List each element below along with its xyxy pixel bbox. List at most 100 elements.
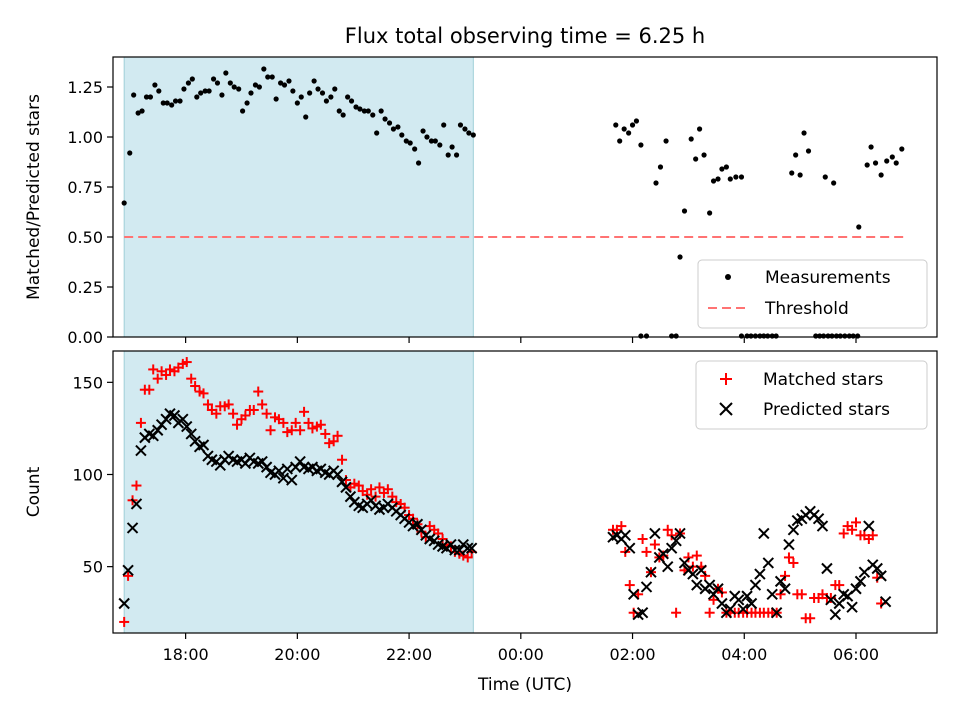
measurement-point xyxy=(621,126,627,132)
measurement-point xyxy=(820,333,827,339)
measurements-legend-label: Measurements xyxy=(765,268,891,288)
predicted-star-point xyxy=(687,568,699,580)
measurement-point xyxy=(789,170,795,176)
measurement-point xyxy=(298,94,304,100)
measurement-point xyxy=(248,90,254,96)
predicted-star-point xyxy=(331,468,344,481)
predicted-star-point xyxy=(160,413,172,425)
bottom-observing-window xyxy=(124,351,474,633)
measurement-point xyxy=(290,88,296,94)
matched-star-point xyxy=(152,373,163,384)
measurement-point xyxy=(707,210,713,216)
matched-star-point xyxy=(704,607,715,618)
measurement-point xyxy=(177,98,183,104)
measurement-point xyxy=(206,88,212,94)
predicted-star-point xyxy=(122,564,134,577)
measurement-point xyxy=(428,138,435,144)
predicted-star-point xyxy=(340,481,352,494)
bottom-legend: Matched stars Predicted stars xyxy=(695,360,928,430)
measurement-point xyxy=(893,160,899,166)
matched-star-point xyxy=(253,386,264,397)
measurement-point xyxy=(370,112,376,118)
measurement-point xyxy=(445,152,451,158)
measurement-point xyxy=(202,88,208,94)
y-tick-label: 50 xyxy=(83,558,103,577)
measurement-point xyxy=(701,152,707,158)
threshold-legend-label: Threshold xyxy=(764,299,849,319)
measurement-point xyxy=(340,112,346,118)
predicted-star-point xyxy=(812,513,825,525)
measurement-point xyxy=(638,142,644,148)
predicted-star-point xyxy=(126,522,139,534)
top-panel: 0.00 0.25 0.50 0.75 1.00 1.25 Matched/Predict… xyxy=(24,56,938,347)
x-tick-label: 22:00 xyxy=(386,645,432,664)
matched-star-point xyxy=(850,517,861,528)
measurement-point xyxy=(374,130,380,136)
y-tick-label: 0.50 xyxy=(67,228,103,247)
measurement-point xyxy=(147,94,154,100)
measurement-point xyxy=(884,158,890,164)
predicted-star-point xyxy=(846,601,858,613)
measurement-point xyxy=(653,180,659,186)
predicted-star-point xyxy=(445,538,457,551)
measurement-point xyxy=(139,108,145,114)
predicted-star-point xyxy=(636,607,649,619)
predicted-star-point xyxy=(645,566,657,578)
predicted-star-point xyxy=(754,568,766,580)
measurement-point xyxy=(294,100,300,106)
matched-star-point xyxy=(700,570,711,581)
measurement-point xyxy=(752,333,759,339)
predicted-star-point xyxy=(691,579,703,591)
matched-star-point xyxy=(637,534,648,544)
x-tick-label: 20:00 xyxy=(274,645,320,664)
top-axes-frame xyxy=(112,56,938,338)
matched-star-point xyxy=(691,550,702,561)
bottom-y-ticks: 50 100 150 xyxy=(72,373,113,577)
matched-star-point xyxy=(278,417,289,428)
matched-star-point xyxy=(303,417,314,428)
measurement-point xyxy=(723,164,729,170)
y-tick-label: 150 xyxy=(72,373,103,392)
predicted-legend-label: Predicted stars xyxy=(763,400,890,420)
measurement-point xyxy=(348,98,355,104)
measurement-point xyxy=(613,122,619,128)
matched-star-point xyxy=(290,417,301,428)
predicted-star-point xyxy=(453,544,466,556)
predicted-star-point xyxy=(758,527,770,540)
measurement-point xyxy=(878,172,884,178)
predicted-star-point xyxy=(277,472,290,484)
measurement-point xyxy=(424,134,430,140)
measurement-point xyxy=(382,116,388,122)
bottom-y-axis-label: Count xyxy=(24,466,44,517)
measurement-point xyxy=(801,130,807,136)
measurement-point xyxy=(407,140,413,146)
measurement-point xyxy=(152,82,158,88)
matched-star-point xyxy=(834,580,845,591)
measurement-point xyxy=(378,108,384,114)
measurement-point xyxy=(773,333,779,339)
measurement-point xyxy=(185,80,192,86)
measurement-point xyxy=(453,152,460,158)
measurement-point xyxy=(135,110,141,116)
matched-star-point xyxy=(847,524,858,535)
predicted-star-point xyxy=(821,562,833,575)
predicted-star-point xyxy=(462,542,474,554)
predicted-star-point xyxy=(774,575,787,588)
matched-star-point xyxy=(825,592,836,603)
matched-star-point xyxy=(382,484,393,495)
matched-star-point xyxy=(257,399,268,410)
x-tick-label: 00:00 xyxy=(498,645,544,664)
measurement-point xyxy=(432,138,438,144)
matched-star-point xyxy=(788,557,799,568)
measurement-point xyxy=(121,200,127,206)
matched-star-point xyxy=(198,388,209,399)
measurement-point xyxy=(365,108,371,114)
matched-star-point xyxy=(324,438,335,449)
predicted-star-point xyxy=(344,490,357,503)
predicted-star-point xyxy=(875,570,887,582)
predicted-star-point xyxy=(273,465,285,477)
measurement-point xyxy=(143,94,150,100)
predicted-star-point xyxy=(783,538,795,551)
predicted-star-point xyxy=(640,581,653,593)
measurement-point xyxy=(643,333,650,339)
